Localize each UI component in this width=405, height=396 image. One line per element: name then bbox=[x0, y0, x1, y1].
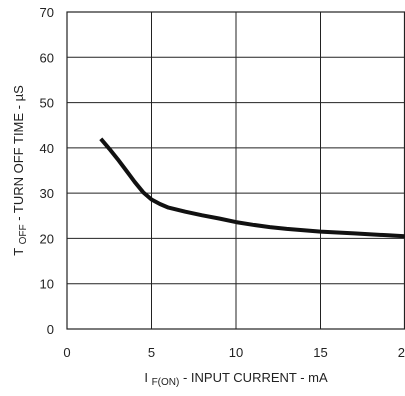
x-tick-label-0: 0 bbox=[63, 345, 70, 360]
y-tick-label-1: 10 bbox=[40, 277, 54, 292]
y-axis-label-rest: - TURN OFF TIME - µS bbox=[11, 85, 26, 221]
y-tick-label-0: 0 bbox=[47, 322, 54, 337]
x-axis-label-prefix: I bbox=[144, 370, 148, 385]
y-tick-label-6: 60 bbox=[40, 50, 54, 65]
x-tick-label-3: 15 bbox=[313, 345, 327, 360]
x-axis-label: I F(ON) - INPUT CURRENT - mA bbox=[144, 370, 328, 388]
y-tick-label-2: 20 bbox=[40, 231, 54, 246]
series-line-0 bbox=[99, 137, 405, 239]
y-tick-labels: 0 10 20 30 40 50 60 70 bbox=[40, 5, 54, 337]
y-tick-label-4: 40 bbox=[40, 141, 54, 156]
x-tick-labels: 0 5 10 15 20 bbox=[63, 345, 405, 360]
y-axis-label-prefix: T bbox=[11, 248, 26, 256]
y-axis-label-subscript: OFF bbox=[18, 224, 29, 244]
x-tick-label-1: 5 bbox=[148, 345, 155, 360]
y-axis-label: T OFF - TURN OFF TIME - µS bbox=[11, 85, 29, 256]
y-tick-label-3: 30 bbox=[40, 186, 54, 201]
y-tick-label-5: 50 bbox=[40, 96, 54, 111]
x-tick-label-4: 20 bbox=[398, 345, 405, 360]
grid bbox=[66, 11, 405, 330]
x-axis-label-subscript: F(ON) bbox=[152, 377, 180, 388]
x-axis-label-rest: - INPUT CURRENT - mA bbox=[183, 370, 328, 385]
x-tick-label-2: 10 bbox=[229, 345, 243, 360]
y-tick-label-7: 70 bbox=[40, 5, 54, 20]
series-layer bbox=[99, 137, 405, 239]
